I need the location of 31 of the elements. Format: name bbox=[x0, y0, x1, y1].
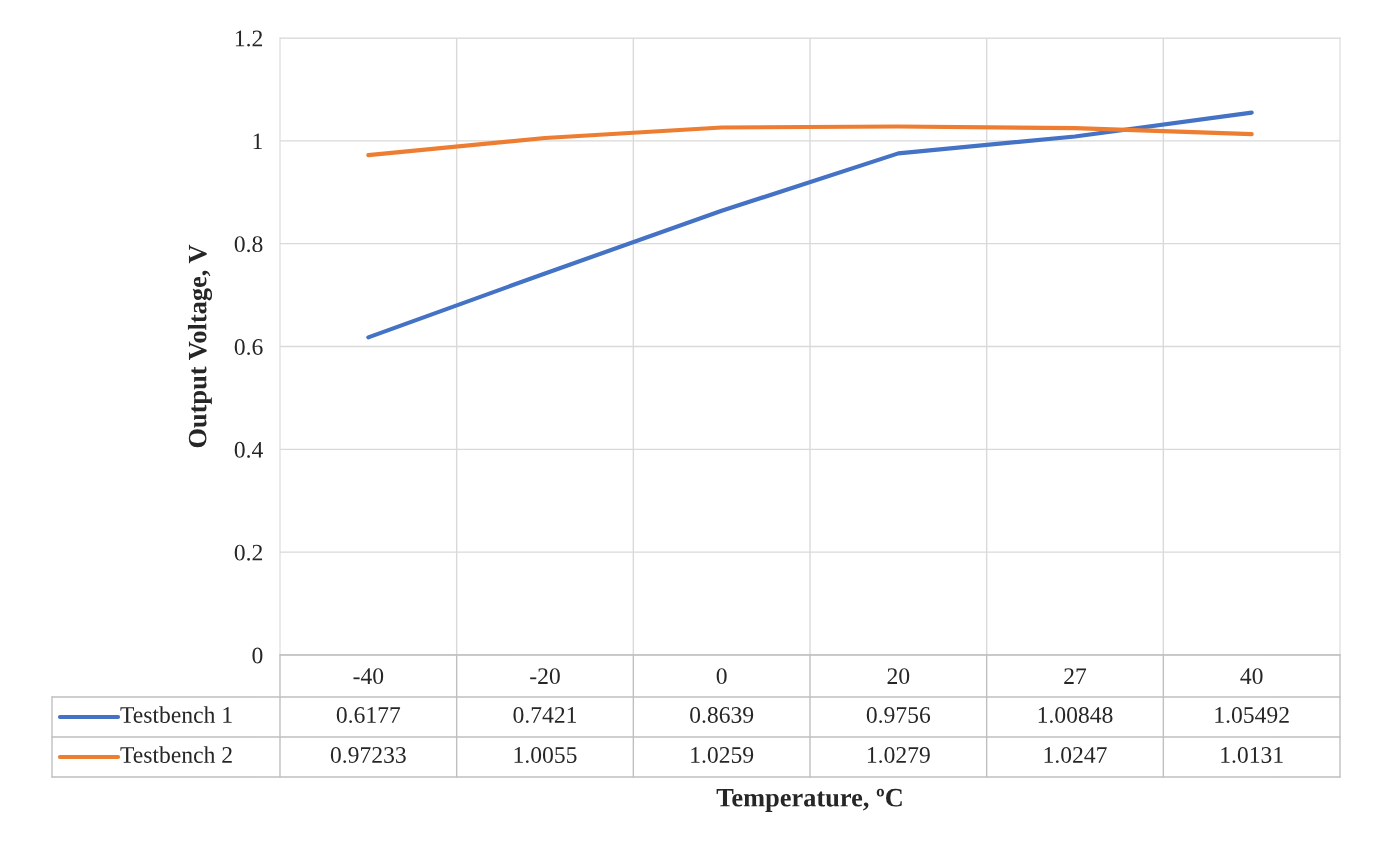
data-label: 0.97233 bbox=[330, 746, 406, 764]
data-label: 0.8639 bbox=[690, 706, 754, 724]
y-tick-label: 0.6 bbox=[234, 338, 263, 356]
data-label: 1.0259 bbox=[691, 746, 754, 764]
data-label: 1.00848 bbox=[1038, 706, 1113, 724]
legend-label: Testbench 1 bbox=[120, 706, 232, 723]
data-label: 0.9756 bbox=[866, 706, 931, 724]
y-tick-label: 1.2 bbox=[235, 30, 263, 47]
data-label: 0.6177 bbox=[336, 706, 401, 724]
data-label: 1.05492 bbox=[1215, 706, 1289, 724]
x-tick-label: -20 bbox=[530, 668, 560, 685]
data-label: 1.0279 bbox=[867, 746, 930, 764]
y-tick-label: 0.2 bbox=[234, 544, 263, 561]
x-tick-label: 20 bbox=[887, 668, 910, 685]
legend-label: Testbench 2 bbox=[120, 746, 232, 763]
x-tick-label: 27 bbox=[1064, 668, 1087, 684]
data-label: 1.0247 bbox=[1044, 746, 1107, 764]
line-series bbox=[366, 124, 1254, 158]
y-axis-title: Output Voltage, V bbox=[187, 244, 213, 448]
y-tick-label: 0.4 bbox=[234, 441, 263, 458]
y-tick-label: 0 bbox=[252, 647, 263, 664]
line-series bbox=[366, 110, 1254, 340]
data-label: 1.0131 bbox=[1221, 746, 1283, 764]
x-tick-label: 40 bbox=[1240, 668, 1263, 685]
data-label: 1.0055 bbox=[514, 746, 577, 764]
x-tick-label: -40 bbox=[353, 668, 384, 685]
y-tick-label: 0.8 bbox=[234, 236, 263, 253]
y-tick-label: 1 bbox=[253, 133, 262, 150]
data-label: 0.7421 bbox=[513, 706, 577, 724]
x-axis-title: Temperature, ºC bbox=[716, 788, 902, 812]
x-tick-label: 0 bbox=[716, 668, 727, 685]
